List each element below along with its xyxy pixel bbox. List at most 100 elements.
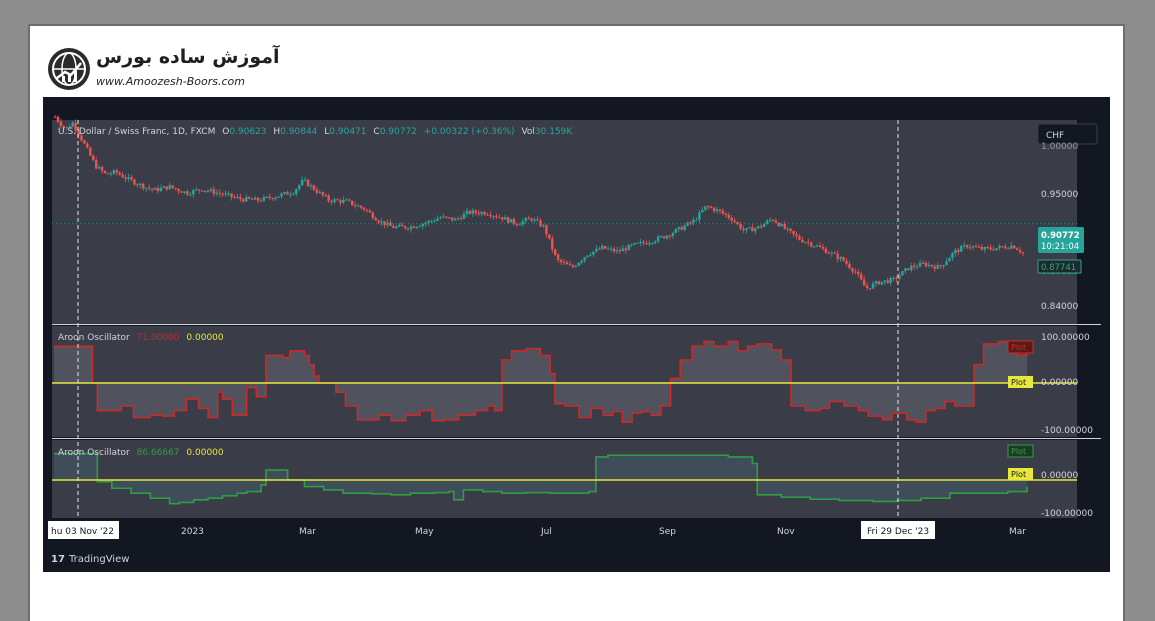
candle-body <box>759 226 763 228</box>
candle-body <box>695 219 698 221</box>
candle-body <box>801 239 804 243</box>
candle-body <box>348 199 351 201</box>
candle-body <box>971 246 975 248</box>
candle-body <box>395 226 398 229</box>
candle-body <box>189 194 192 196</box>
candle-body <box>362 207 366 210</box>
candle-body <box>648 243 651 245</box>
candle-body <box>333 199 336 203</box>
candle-body <box>130 177 133 180</box>
candle-body <box>968 247 972 249</box>
currency-badge[interactable] <box>1037 123 1098 145</box>
candle-body <box>62 126 66 128</box>
candle-body <box>486 214 489 216</box>
candle-body <box>595 248 598 252</box>
candle-body <box>998 246 1001 249</box>
candle-body <box>286 192 289 195</box>
candle-body <box>598 248 601 250</box>
tradingview-logo-icon: 17 <box>51 554 65 565</box>
candle-body <box>918 262 922 267</box>
candle-body <box>71 122 74 127</box>
candle-body <box>515 223 519 226</box>
brand-title: آموزش ساده بورس <box>96 46 280 68</box>
candle-body <box>403 226 407 229</box>
candle-body <box>100 167 104 171</box>
candle-body <box>1015 248 1019 251</box>
candle-body <box>933 266 936 269</box>
candle-body <box>1013 245 1016 249</box>
last-price-badge <box>1038 227 1084 253</box>
candle-body <box>174 187 177 190</box>
candle-body <box>704 206 707 211</box>
candle-body <box>315 189 319 193</box>
candle-body <box>80 135 83 141</box>
candle-body <box>106 173 110 175</box>
candle-body <box>709 206 713 208</box>
candle-body <box>501 217 504 220</box>
candle-body <box>948 258 951 262</box>
candle-body <box>483 211 486 215</box>
candle-body <box>618 250 622 252</box>
candle-body <box>230 193 233 197</box>
price-pane[interactable] <box>52 120 1077 324</box>
candle-body <box>907 268 910 271</box>
candle-body <box>889 277 892 284</box>
candle-body <box>633 242 636 245</box>
candle-body <box>353 205 357 207</box>
candle-body <box>86 143 89 148</box>
candle-body <box>295 189 298 194</box>
candle-body <box>350 200 354 206</box>
candle-body <box>795 234 798 237</box>
candle-body <box>1010 245 1013 249</box>
candle-body <box>551 238 554 250</box>
candle-body <box>845 260 848 264</box>
candle-body <box>636 242 639 244</box>
candle-body <box>127 177 130 180</box>
candle-body <box>171 185 174 188</box>
candle-body <box>498 217 501 219</box>
candle-body <box>601 245 604 250</box>
candle-body <box>945 261 948 266</box>
time-axis-tick: Sep <box>659 527 676 537</box>
candle-body <box>418 226 422 228</box>
candle-body <box>736 221 739 224</box>
oscillator-pane-2[interactable] <box>52 440 1077 518</box>
osc1-name: Aroon Oscillator <box>58 333 130 343</box>
candle-body <box>56 116 60 122</box>
candle-body <box>471 210 475 214</box>
candle-body <box>1018 250 1022 253</box>
candle-body <box>871 283 875 289</box>
chart-svg[interactable]: U.S. Dollar / Swiss Franc, 1D, FXCM O0.9… <box>43 97 1110 572</box>
candle-body <box>727 214 731 218</box>
candle-body <box>77 130 80 136</box>
candle-body <box>671 232 675 237</box>
candle-body <box>292 193 295 195</box>
high-label: H <box>273 127 280 137</box>
candle-body <box>609 248 613 250</box>
candle-body <box>936 265 939 269</box>
candle-body <box>754 228 757 232</box>
candle-body <box>630 244 633 246</box>
candle-body <box>577 262 580 266</box>
candle-body <box>562 261 566 263</box>
candle-body <box>227 193 230 195</box>
candle-body <box>283 192 286 194</box>
candle-body <box>680 227 683 230</box>
candle-body <box>877 281 881 285</box>
candle-body <box>645 243 648 245</box>
candle-body <box>342 199 345 203</box>
candle-body <box>559 259 563 262</box>
candle-body <box>642 241 645 244</box>
candle-body <box>639 241 642 243</box>
candle-body <box>848 263 851 269</box>
candle-body <box>197 189 201 191</box>
candle-body <box>580 260 583 263</box>
candle-body <box>780 224 783 227</box>
candle-body <box>518 224 522 226</box>
candle-body <box>730 217 733 221</box>
candle-body <box>442 216 445 218</box>
candle-body <box>330 200 333 203</box>
change-value: +0.00322 (+0.36%) <box>424 127 515 137</box>
candle-body <box>409 226 413 230</box>
chart-panel[interactable]: U.S. Dollar / Swiss Franc, 1D, FXCM O0.9… <box>43 97 1110 572</box>
